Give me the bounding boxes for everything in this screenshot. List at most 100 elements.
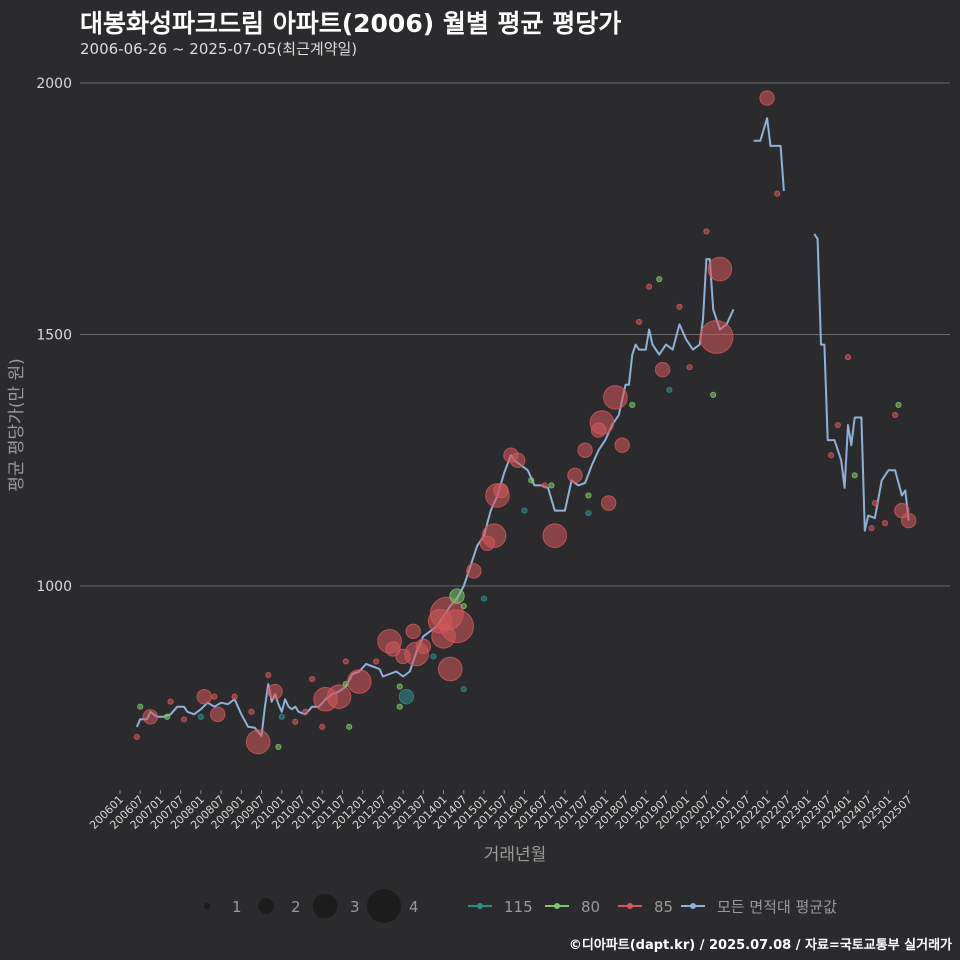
scatter-point-85 xyxy=(567,467,583,484)
scatter-point-115 xyxy=(480,595,488,602)
legend-size-label: 3 xyxy=(350,898,360,916)
scatter-point-80 xyxy=(275,743,282,751)
scatter-point-115 xyxy=(430,653,437,660)
legend-size-marker xyxy=(203,902,211,910)
scatter-point-85 xyxy=(686,364,693,371)
scatter-point-80 xyxy=(851,472,858,479)
scatter-point-85 xyxy=(614,437,630,453)
legend-point-marker xyxy=(690,903,696,909)
x-axis-ticks: 2006012006072007012007072008012008072009… xyxy=(87,790,915,832)
average-line-layer xyxy=(135,117,910,737)
scatter-point-80 xyxy=(585,492,592,499)
scatter-point-85 xyxy=(440,609,474,644)
scatter-point-85 xyxy=(248,708,255,715)
average-line-segment xyxy=(753,117,785,192)
scatter-point-85 xyxy=(676,303,683,310)
y-tick-label: 1000 xyxy=(36,579,72,595)
scatter-point-85 xyxy=(481,523,507,549)
scatter-point-115 xyxy=(460,686,467,693)
scatter-point-115 xyxy=(398,688,415,705)
scatter-point-85 xyxy=(211,693,218,700)
scatter-point-115 xyxy=(521,507,528,514)
scatter-point-80 xyxy=(629,401,636,409)
legend-point-marker xyxy=(627,903,633,909)
scatter-point-115 xyxy=(666,386,673,393)
scatter-point-80 xyxy=(396,683,403,690)
scatter-point-85 xyxy=(405,623,421,639)
chart-subtitle: 2006-06-26 ~ 2025-07-05(최근계약일) xyxy=(80,40,358,58)
scatter-point-85 xyxy=(774,190,781,197)
legend: 1 2 3 4 115 80 85 모든 면적대 평균값 xyxy=(203,889,837,923)
scatter-point-80 xyxy=(346,723,353,730)
scatter-point-85 xyxy=(646,283,653,290)
legend-point-marker xyxy=(477,903,483,909)
scatter-point-85 xyxy=(319,723,326,730)
average-line-segment xyxy=(813,233,910,532)
scatter-point-85 xyxy=(881,520,889,527)
legend-series-label: 모든 면적대 평균값 xyxy=(717,898,837,916)
scatter-point-85 xyxy=(415,638,432,655)
scatter-point-85 xyxy=(654,362,671,378)
scatter-point-80 xyxy=(895,401,902,409)
legend-size-marker xyxy=(312,893,338,919)
scatter-point-85 xyxy=(577,442,593,458)
legend-size-marker xyxy=(258,898,274,914)
legend-size-label: 1 xyxy=(232,898,242,916)
legend-size-marker xyxy=(367,889,401,923)
scatter-point-85 xyxy=(589,410,615,435)
scatter-point-85 xyxy=(466,563,482,579)
scatter-point-80 xyxy=(548,482,555,489)
scatter-point-85 xyxy=(759,90,775,106)
scatter-point-80 xyxy=(164,713,171,720)
scatter-point-80 xyxy=(656,276,663,283)
credit-text: ©디아파트(dapt.kr) / 2025.07.08 / 자료=국토교통부 실… xyxy=(568,938,952,953)
scatter-point-85 xyxy=(707,256,733,282)
scatter-point-80 xyxy=(710,391,717,398)
scatter-point-85 xyxy=(167,698,174,705)
scatter-point-85 xyxy=(265,671,272,679)
scatter-point-85 xyxy=(302,708,309,715)
scatter-point-85 xyxy=(180,716,188,723)
scatter-point-85 xyxy=(231,693,238,700)
y-tick-label: 2000 xyxy=(36,76,72,92)
legend-size-label: 4 xyxy=(409,898,419,916)
legend-series-label: 115 xyxy=(504,898,533,916)
scatter-point-85 xyxy=(346,669,372,694)
scatter-point-85 xyxy=(437,656,463,682)
scatter-point-85 xyxy=(834,421,841,429)
scatter-point-85 xyxy=(699,320,734,354)
gridlines xyxy=(80,82,950,587)
scatter-point-80 xyxy=(449,588,465,604)
scatter-point-80 xyxy=(460,603,467,610)
legend-series-label: 85 xyxy=(654,898,673,916)
scatter-point-85 xyxy=(196,688,212,705)
legend-point-marker xyxy=(554,903,560,909)
x-axis-label: 거래년월 xyxy=(484,845,547,865)
scatter-point-80 xyxy=(137,703,144,710)
scatter-point-85 xyxy=(868,525,875,532)
y-axis-ticks: 1000 1500 2000 xyxy=(36,76,72,595)
chart-title: 대봉화성파크드림 아파트(2006) 월별 평균 평당가 xyxy=(80,9,622,38)
y-tick-label: 1500 xyxy=(36,328,72,344)
scatter-point-85 xyxy=(871,499,879,507)
scatter-point-85 xyxy=(603,385,628,410)
scatter-point-85 xyxy=(900,512,917,529)
scatter-point-85 xyxy=(493,482,509,499)
scatter-point-85 xyxy=(541,482,548,489)
scatter-point-85 xyxy=(326,684,352,709)
scatter-point-85 xyxy=(635,318,643,326)
scatter-point-85 xyxy=(342,658,349,665)
scatter-point-85 xyxy=(309,675,316,683)
scatter-point-85 xyxy=(142,709,159,725)
scatter-point-115 xyxy=(197,713,204,720)
scatter-layer xyxy=(133,90,917,755)
legend-series-label: 80 xyxy=(581,898,600,916)
scatter-point-85 xyxy=(133,733,140,741)
scatter-point-85 xyxy=(600,495,617,511)
scatter-point-85 xyxy=(373,658,380,665)
scatter-point-85 xyxy=(703,228,710,235)
scatter-point-85 xyxy=(210,706,226,722)
average-line-segment xyxy=(135,258,735,737)
y-axis-label: 평균 평당가(만 원) xyxy=(7,358,27,492)
